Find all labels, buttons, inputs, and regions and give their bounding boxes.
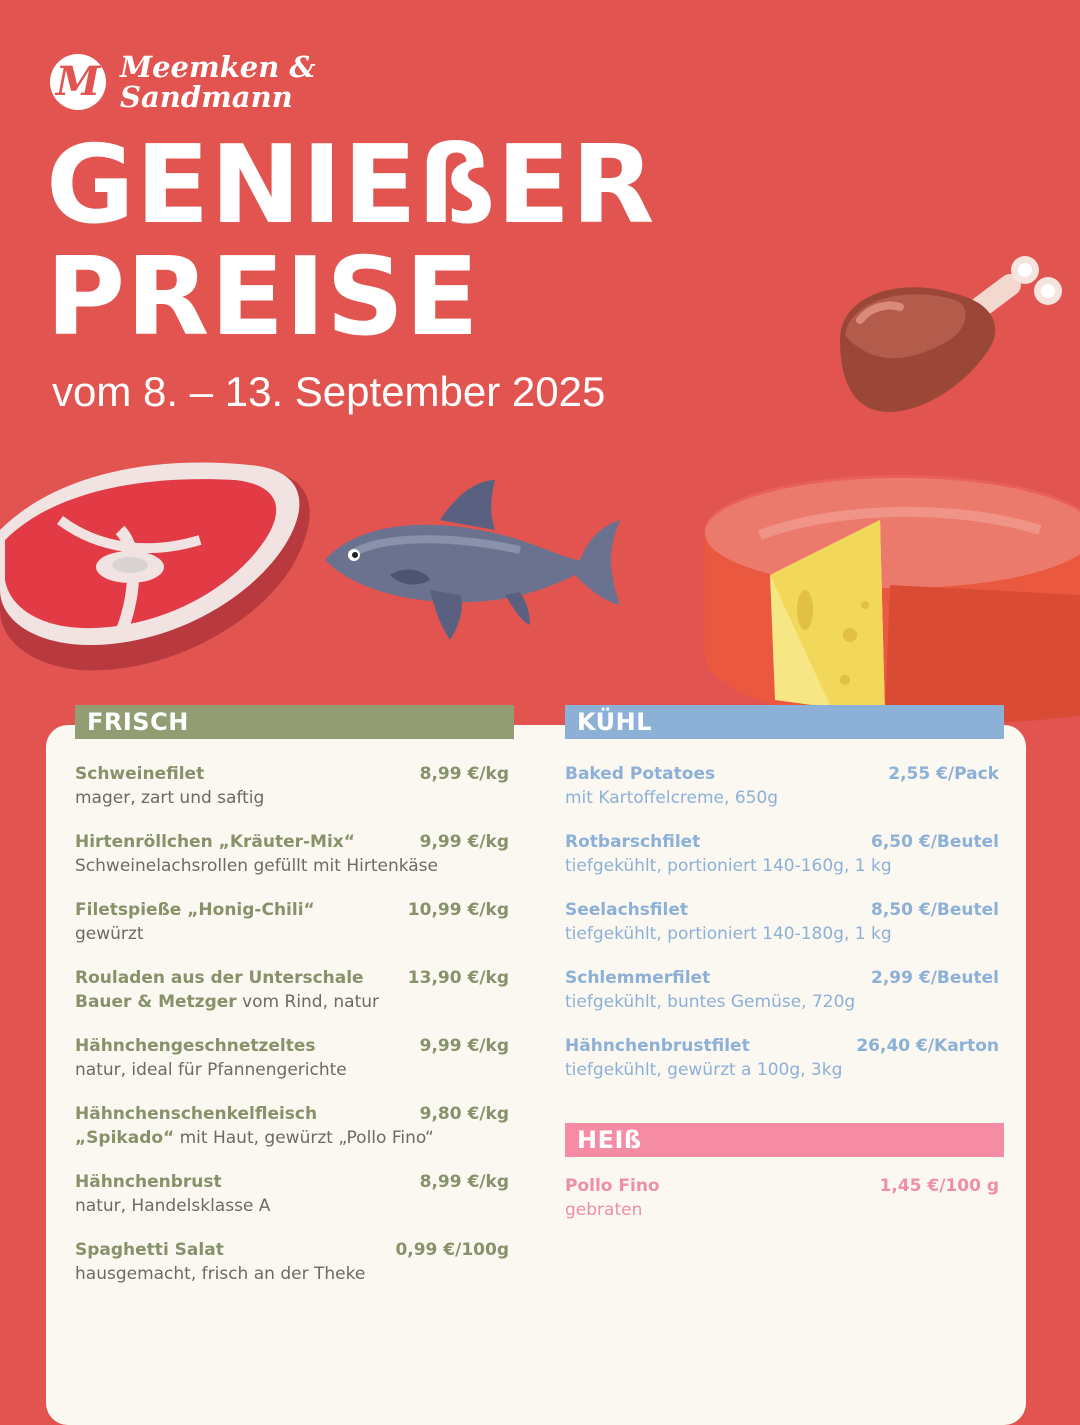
item-name: Schweinefilet (75, 764, 205, 784)
item-name: Filetspieße „Honig-Chili“ (75, 900, 315, 920)
section-header-kuehl: KÜHL (565, 705, 1004, 739)
list-item: Rouladen aus der Unterschale 13,90 €/kg … (75, 966, 509, 1034)
item-description: mit Kartoffelcreme, 650g (565, 788, 779, 808)
item-description-text: mit Haut, gewürzt „Pollo Fino“ (174, 1128, 434, 1148)
list-item: Hirtenröllchen „Kräuter-Mix“ 9,99 €/kg S… (75, 830, 509, 898)
price-list-card (46, 725, 1026, 1425)
list-item: Seelachsfilet 8,50 €/Beutel tiefgekühlt,… (565, 898, 999, 966)
list-item: Schweinefilet 8,99 €/kg mager, zart und … (75, 762, 509, 830)
item-price: 9,80 €/kg (419, 1104, 509, 1124)
item-price: 13,90 €/kg (407, 968, 509, 988)
headline-line-2: PREISE (46, 235, 480, 360)
list-item: Filetspieße „Honig-Chili“ 10,99 €/kg gew… (75, 898, 509, 966)
item-description: Bauer & Metzger vom Rind, natur (75, 990, 509, 1014)
date-range: vom 8. – 13. September 2025 (52, 368, 606, 415)
item-description: tiefgekühlt, buntes Gemüse, 720g (565, 992, 856, 1012)
item-description: hausgemacht, frisch an der Theke (75, 1264, 366, 1284)
item-description: tiefgekühlt, gewürzt a 100g, 3kg (565, 1060, 843, 1080)
list-item: Baked Potatoes 2,55 €/Pack mit Kartoffel… (565, 762, 999, 830)
item-name: Hähnchenbrust (75, 1172, 222, 1192)
item-description: mager, zart und saftig (75, 788, 265, 808)
item-price: 9,99 €/kg (419, 832, 509, 852)
steak-illustration (0, 462, 310, 671)
item-price: 10,99 €/kg (407, 900, 509, 920)
list-item: Schlemmerfilet 2,99 €/Beutel tiefgekühlt… (565, 966, 999, 1034)
fish-illustration (325, 480, 620, 640)
item-description: natur, ideal für Pfannengerichte (75, 1060, 347, 1080)
logo-line-2: Sandmann (120, 80, 293, 114)
item-description-text: vom Rind, natur (236, 992, 380, 1012)
item-description: gebraten (565, 1200, 643, 1220)
item-name: Hähnchengeschnetzeltes (75, 1036, 316, 1056)
kuehl-list: Baked Potatoes 2,55 €/Pack mit Kartoffel… (565, 762, 999, 1102)
item-name: Seelachsfilet (565, 900, 688, 920)
heiss-list: Pollo Fino 1,45 €/100 g gebraten (565, 1174, 999, 1242)
item-description: gewürzt (75, 924, 144, 944)
item-name: Rotbarschfilet (565, 832, 701, 852)
list-item: Hähnchengeschnetzeltes 9,99 €/kg natur, … (75, 1034, 509, 1102)
chicken-leg-illustration (840, 256, 1062, 412)
item-price: 8,99 €/kg (419, 764, 509, 784)
item-description-highlight: „Spikado“ (75, 1128, 175, 1148)
list-item: Rotbarschfilet 6,50 €/Beutel tiefgekühlt… (565, 830, 999, 898)
list-item: Spaghetti Salat 0,99 €/100g hausgemacht,… (75, 1238, 509, 1306)
item-price: 2,55 €/Pack (888, 764, 999, 784)
item-price: 26,40 €/Karton (856, 1036, 999, 1056)
item-price: 2,99 €/Beutel (871, 968, 999, 988)
list-item: Hähnchenbrustfilet 26,40 €/Karton tiefge… (565, 1034, 999, 1102)
cheese-wheel-illustration (705, 475, 1080, 723)
item-description: natur, Handelsklasse A (75, 1196, 271, 1216)
item-name: Baked Potatoes (565, 764, 716, 784)
item-price: 1,45 €/100 g (879, 1176, 999, 1196)
section-header-heiss: HEIß (565, 1123, 1004, 1157)
section-header-frisch: FRISCH (75, 705, 514, 739)
item-description: Schweinelachsrollen gefüllt mit Hirtenkä… (75, 856, 439, 876)
item-name: Hähnchenbrustfilet (565, 1036, 750, 1056)
list-item: Pollo Fino 1,45 €/100 g gebraten (565, 1174, 999, 1242)
item-price: 8,50 €/Beutel (871, 900, 999, 920)
item-name: Spaghetti Salat (75, 1240, 224, 1260)
headline-line-1: GENIEßER (46, 123, 656, 248)
item-description: tiefgekühlt, portioniert 140-160g, 1 kg (565, 856, 892, 876)
item-price: 9,99 €/kg (419, 1036, 509, 1056)
item-name: Hähnchenschenkelfleisch (75, 1104, 318, 1124)
item-name: Hirtenröllchen „Kräuter-Mix“ (75, 832, 355, 852)
logo-line-1: Meemken & (120, 50, 316, 84)
logo-mark: M (50, 54, 106, 110)
list-item: Hähnchenbrust 8,99 €/kg natur, Handelskl… (75, 1170, 509, 1238)
item-description: „Spikado“ mit Haut, gewürzt „Pollo Fino“ (75, 1126, 509, 1150)
item-name: Rouladen aus der Unterschale (75, 968, 364, 988)
list-item: Hähnchenschenkelfleisch 9,80 €/kg „Spika… (75, 1102, 509, 1170)
logo-text: Meemken & Sandmann (120, 52, 316, 112)
item-price: 8,99 €/kg (419, 1172, 509, 1192)
item-name: Schlemmerfilet (565, 968, 711, 988)
item-name: Pollo Fino (565, 1176, 660, 1196)
brand-logo: M Meemken & Sandmann (50, 52, 316, 112)
frisch-list: Schweinefilet 8,99 €/kg mager, zart und … (75, 762, 509, 1306)
logo-letter: M (55, 58, 101, 105)
item-description: tiefgekühlt, portioniert 140-180g, 1 kg (565, 924, 892, 944)
item-description-highlight: Bauer & Metzger (75, 992, 237, 1012)
item-price: 0,99 €/100g (395, 1240, 509, 1260)
item-price: 6,50 €/Beutel (871, 832, 999, 852)
headline: GENIEßER PREISE (46, 130, 655, 354)
